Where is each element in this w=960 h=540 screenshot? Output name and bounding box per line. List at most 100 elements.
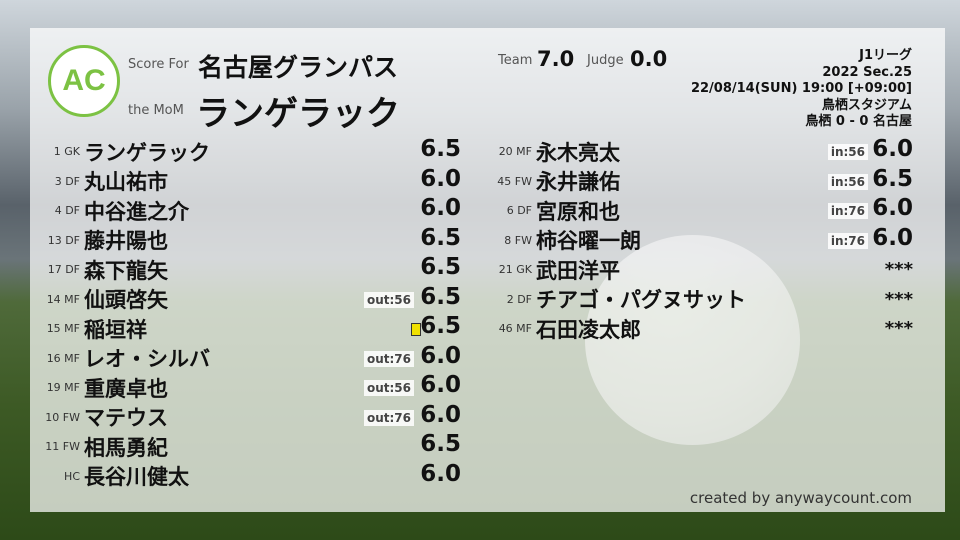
player-score: 6.5 bbox=[420, 431, 461, 457]
match-info: J1リーグ 2022 Sec.25 22/08/14(SUN) 19:00 [+… bbox=[691, 48, 912, 131]
player-score: 6.5 bbox=[872, 165, 913, 192]
league: J1リーグ bbox=[859, 48, 912, 63]
player-name: 重廣卓也 bbox=[84, 376, 168, 401]
player-name: 永井謙佑 bbox=[536, 170, 620, 194]
substitution-badge: out:76 bbox=[363, 409, 414, 426]
player-row: 10 FW マテウス bbox=[28, 403, 168, 432]
player-row: 11 FW 相馬勇紀 bbox=[28, 432, 168, 461]
player-score: 6.5 bbox=[420, 254, 461, 280]
judge-score-label: Judge bbox=[587, 53, 624, 68]
player-score: 6.0 bbox=[420, 195, 461, 221]
player-row: 19 MF 重廣卓也 bbox=[28, 373, 168, 402]
player-row: 2 DF チアゴ・パグヌサット bbox=[480, 285, 746, 314]
team-score: 7.0 bbox=[537, 47, 575, 71]
player-score: 6.0 bbox=[420, 372, 461, 398]
player-name: 稲垣祥 bbox=[84, 317, 147, 342]
player-row: 4 DF 中谷進之介 bbox=[28, 196, 189, 225]
player-name: 長谷川健太 bbox=[84, 465, 189, 489]
team-score-label: Team bbox=[498, 53, 533, 68]
player-number-position: 17 DF bbox=[47, 263, 80, 276]
player-number-position: 11 FW bbox=[45, 440, 80, 453]
substitution-badge: out:56 bbox=[363, 380, 414, 396]
player-name: 武田洋平 bbox=[536, 258, 620, 283]
player-name: マテウス bbox=[84, 406, 168, 430]
player-name: 丸山祐市 bbox=[84, 170, 168, 194]
score-for-label: Score For bbox=[128, 57, 189, 72]
yellow-card-icon bbox=[411, 323, 421, 336]
player-number-position: 45 FW bbox=[497, 174, 532, 188]
player-name: チアゴ・パグヌサット bbox=[536, 288, 746, 312]
player-number-position: 8 FW bbox=[504, 233, 532, 247]
player-number-position: 1 GK bbox=[53, 145, 80, 158]
player-row: 15 MF 稲垣祥 bbox=[28, 314, 147, 343]
player-score: 6.0 bbox=[420, 460, 461, 487]
player-score: 6.5 bbox=[420, 283, 461, 310]
player-row: 6 DF 宮原和也 bbox=[480, 196, 620, 225]
datetime: 22/08/14(SUN) 19:00 [+09:00] bbox=[690, 81, 912, 96]
substitution-badge: out:56 bbox=[363, 291, 414, 308]
team-name: 名古屋グランパス bbox=[198, 53, 399, 82]
footer-credit: created by anywaycount.com bbox=[689, 489, 912, 507]
result: 鳥栖 0 - 0 名古屋 bbox=[805, 114, 912, 129]
rating-panel bbox=[30, 28, 945, 512]
player-name: レオ・シルバ bbox=[84, 347, 210, 371]
player-row: 8 FW 柿谷曜一朗 bbox=[480, 226, 641, 255]
player-score: 6.0 bbox=[872, 195, 913, 221]
player-number-position: 10 FW bbox=[45, 410, 80, 424]
player-row: 21 GK 武田洋平 bbox=[480, 255, 620, 284]
player-number-position: 16 MF bbox=[46, 351, 80, 365]
player-number-position: HC bbox=[64, 469, 80, 483]
player-score: 6.0 bbox=[872, 224, 913, 251]
player-number-position: 2 DF bbox=[506, 292, 532, 306]
player-name: 石田凌太郎 bbox=[536, 317, 641, 342]
mom-label: the MoM bbox=[128, 103, 184, 118]
player-row: 45 FW 永井謙佑 bbox=[480, 167, 620, 196]
player-name: 柿谷曜一朗 bbox=[536, 229, 641, 253]
substitution-badge: out:76 bbox=[363, 350, 414, 367]
section: 2022 Sec.25 bbox=[822, 64, 912, 80]
player-score: 6.5 bbox=[420, 313, 461, 339]
stadium: 鳥栖スタジアム bbox=[821, 97, 912, 113]
player-number-position: 13 DF bbox=[47, 233, 80, 247]
player-row: 46 MF 石田凌太郎 bbox=[480, 314, 641, 343]
mom-name: ランゲラック bbox=[196, 94, 400, 134]
player-number-position: 21 GK bbox=[498, 263, 532, 276]
player-score: 6.0 bbox=[420, 165, 461, 192]
player-score: 6.0 bbox=[420, 401, 461, 428]
player-score: *** bbox=[884, 288, 913, 310]
player-score: 6.5 bbox=[420, 224, 461, 251]
player-score: *** bbox=[884, 318, 913, 339]
substitution-badge: in:76 bbox=[827, 203, 868, 219]
player-row: 16 MF レオ・シルバ bbox=[28, 344, 210, 373]
player-number-position: 19 MF bbox=[46, 381, 80, 394]
player-row: 17 DF 森下龍矢 bbox=[28, 255, 168, 284]
player-number-position: 15 MF bbox=[46, 322, 80, 335]
player-row: HC 長谷川健太 bbox=[28, 462, 189, 491]
player-number-position: 4 DF bbox=[54, 204, 80, 217]
player-number-position: 46 MF bbox=[498, 322, 532, 335]
player-row: 13 DF 藤井陽也 bbox=[28, 226, 168, 255]
player-row: 1 GK ランゲラック bbox=[28, 137, 210, 166]
player-row: 20 MF 永木亮太 bbox=[480, 137, 620, 166]
player-name: 永木亮太 bbox=[536, 140, 620, 165]
anywaycount-logo: AC bbox=[48, 45, 120, 117]
player-score: 6.0 bbox=[872, 136, 913, 162]
player-name: 仙頭啓矢 bbox=[84, 288, 168, 312]
player-row: 3 DF 丸山祐市 bbox=[28, 167, 168, 196]
substitution-badge: in:56 bbox=[827, 173, 868, 190]
player-number-position: 20 MF bbox=[498, 145, 532, 158]
player-number-position: 6 DF bbox=[506, 204, 532, 217]
player-row: 14 MF 仙頭啓矢 bbox=[28, 285, 168, 314]
player-score: *** bbox=[884, 259, 913, 280]
substitution-badge: in:56 bbox=[827, 144, 868, 160]
player-name: 藤井陽也 bbox=[84, 229, 168, 253]
player-score: 6.5 bbox=[420, 136, 461, 162]
player-name: 森下龍矢 bbox=[84, 258, 168, 283]
player-number-position: 14 MF bbox=[46, 292, 80, 306]
player-name: 相馬勇紀 bbox=[84, 435, 168, 460]
player-score: 6.0 bbox=[420, 342, 461, 369]
logo-text: AC bbox=[62, 64, 106, 97]
player-name: 中谷進之介 bbox=[84, 199, 189, 224]
player-name: 宮原和也 bbox=[536, 199, 620, 224]
judge-score: 0.0 bbox=[630, 47, 668, 71]
